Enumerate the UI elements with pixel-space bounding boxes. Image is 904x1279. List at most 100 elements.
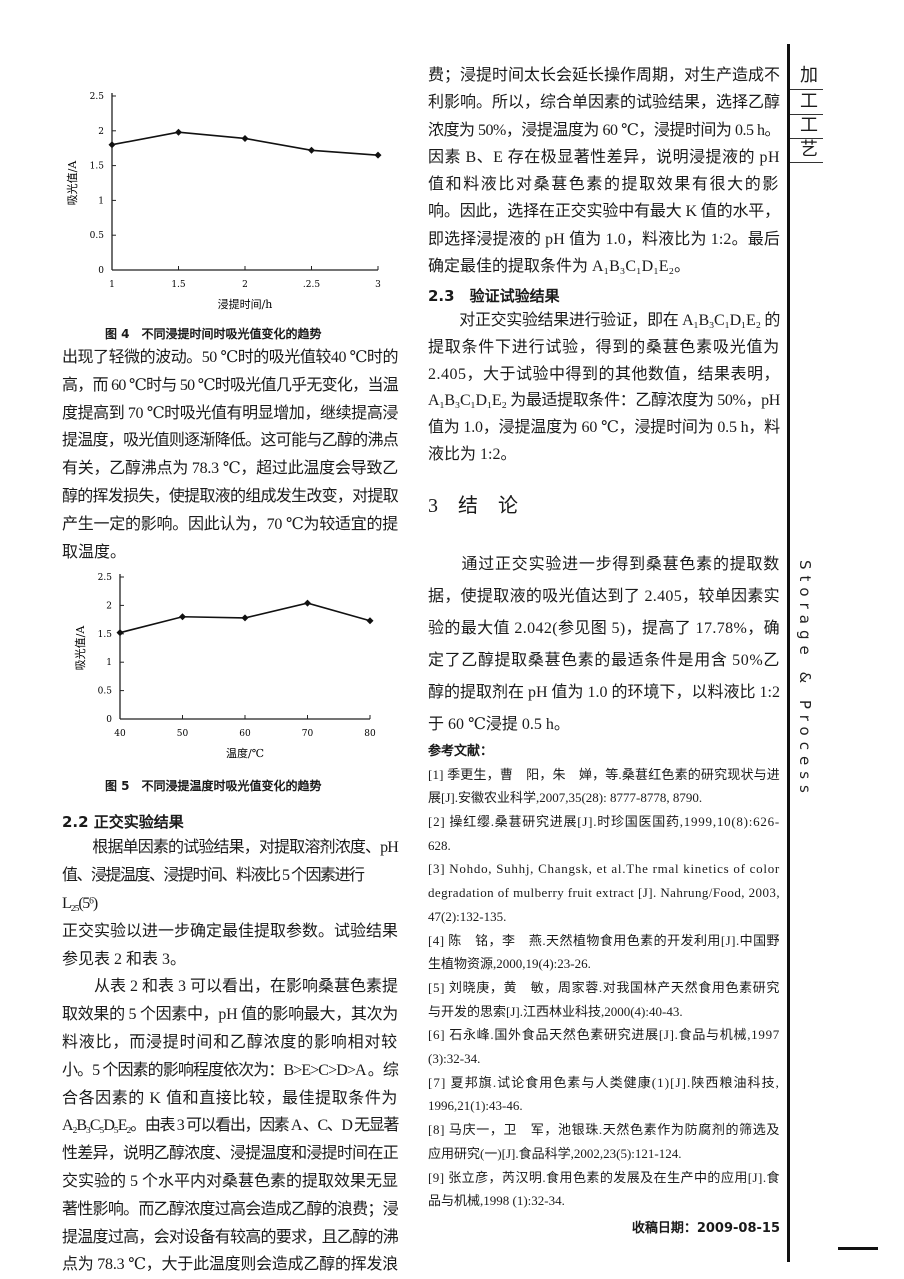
y-tick-label: 2.5 [98,573,113,583]
side-tab-char: 工 [800,91,818,112]
text-line-content: 因素 B、E 存在极显著性差异，说明浸提液的 pH [428,148,780,166]
right-paragraph-1: 费；浸提时间太长会延长操作周期，对生产造成不利影响。所以，综合单因素的试验结果，… [428,62,780,280]
text-line: 正交实验以进一步确定最佳提取参数。试验结果 [62,918,398,946]
right-paragraph-3: 通过正交实验进一步得到桑葚色素的提取数 据，使提取液的吸光值达到了 2.405，较… [428,549,780,741]
text-line-content: 于 60 ℃浸提 0.5 h。 [428,715,570,733]
text-line-content: 料液比，而浸提时间和乙醇浓度的影响相对较 [62,1033,398,1051]
data-point [308,146,315,154]
data-point [241,614,249,622]
data-point [175,128,182,136]
text-line-content: 取温度。 [62,543,127,561]
text-line: 因素 B、E 存在极显著性差异，说明浸提液的 pH [428,144,780,171]
text-line: 提温度，吸光值则逐渐降低。这可能与乙醇的沸点 [62,427,399,455]
y-tick-label: 2 [106,602,112,612]
text-line: 取温度。 [62,539,398,567]
text-line-content: 著性影响。而乙醇浓度过高会造成乙醇的浪费；浸 [62,1200,399,1218]
text-line: 提取条件下进行试验，得到的桑葚色素吸光值为 [428,335,780,362]
text-line-content: 即选择浸提液的 pH 值为 1.0，料液比为 1:2。最后 [428,230,780,248]
reference-item: [9] 张立彦，芮汉明.食用色素的发展及在生产中的应用[J].食 品与机械,199… [428,1166,780,1213]
reference-line: 与开发的思索[J].江西林业科技,2000(4):40-43. [428,1000,780,1024]
text-line-content: 度提高到 70 ℃时吸光值有明显增加，继续提高浸 [62,404,398,422]
text-line: 响。因此，选择在正交实验中有最大 K 值的水平， [428,198,780,225]
reference-item: [4] 陈 铭，李 燕.天然植物食用色素的开发利用[J].中国野 生植物资源,20… [428,929,780,976]
text-line-content: 小。5 个因素的影响程度依次为：B>E>C>D>A 。综 [62,1061,399,1079]
text-line-content: 应用研究(一)[J].食品科学,2002,23(5):121-124. [428,1145,682,1161]
text-line: 浓度为 50%，浸提温度为 60 ℃，浸提时间为 0.5 h。 [428,117,780,144]
text-line-content: 2.405，大于试验中得到的其他数值，结果表明， [428,365,780,383]
x-tick-label: 1.5 [171,280,186,290]
text-line-content: degradation of mulberry fruit extract [J… [428,885,780,901]
text-line: 点为 78.3 ℃，大于此温度则会造成乙醇的挥发浪 [62,1251,398,1279]
reference-line: 628. [428,834,780,858]
text-line: A₁B₃C₁D₁E₂ 为最适提取条件：乙醇浓度为 50%，pH [428,388,780,415]
data-point [304,600,311,608]
divider [790,114,823,115]
divider [790,138,823,139]
reference-item: [3] Nohdo, Suhhj, Changsk, et al.The rma… [428,857,780,928]
text-line-content: 生植物资源,2000,19(4):23-26. [428,956,591,972]
data-point [241,134,249,142]
section-2-3-heading: 2.3 验证试验结果 [428,287,560,306]
side-rule [787,44,790,1262]
x-tick-label: 60 [239,729,251,739]
text-line: 液比为 1:2。 [428,442,780,469]
text-line-content: 提取条件下进行试验，得到的桑葚色素吸光值为 [428,339,780,357]
text-line-content: [7] 夏邦旗.试论食用色素与人类健康(1)[J].陕西粮油科技, [428,1074,780,1090]
text-line: 高，而 60 ℃时与 50 ℃时吸光值几乎无变化，当温 [62,372,399,400]
x-tick-label: 70 [302,729,314,739]
text-line-content: 响。因此，选择在正交实验中有最大 K 值的水平， [428,203,780,221]
text-line: 确定最佳的提取条件为 A₁B₃C₁D₁E₂。 [428,253,780,280]
reference-line: [2] 操红缨.桑葚研究进展[J].时珍国医国药,1999,10(8):626- [428,810,780,834]
figure-4-chart: 0 0.5 1 1.5 2 2.5 1 1.5 2 .2.5 3 浸提时间/h 吸光值/A [65,92,382,311]
reference-line: [6] 石永峰.国外食品天然色素研究进展[J].食品与机械,1997 [428,1023,780,1047]
text-line-content: 点为 78.3 ℃，大于此温度则会造成乙醇的挥发浪 [62,1256,398,1274]
y-tick-label: 1.5 [90,162,105,172]
text-line-content: 定了乙醇提取桑葚色素的最适条件是用含 50%乙 [428,651,780,669]
text-line-content: 醇的提取剂在 pH 值为 1.0 的环境下，以料液比 1:2 [428,683,780,701]
text-line: 提温度过高，会对设备有较高的要求，且乙醇的沸 [62,1224,399,1252]
x-tick-label: .2.5 [303,280,320,290]
text-line: 值、浸提温度、浸提时间、料液比 5 个因素进行 L₂₅(5⁶) [62,862,398,918]
text-line-content: (3):32-34. [428,1051,481,1067]
text-line-content: 据，使提取液的吸光值达到了 2.405，较单因素实 [428,587,780,605]
reference-item: [1] 季更生，曹 阳，朱 婵，等.桑葚红色素的研究现状与进 展[J].安徽农业科… [428,763,780,810]
text-line-content: 性差异，说明乙醇浓度、浸提温度和浸提时间在正 [62,1145,399,1163]
text-line-content: 参见表 2 和表 3。 [62,950,187,968]
text-line-content: 展[J].安徽农业科学,2007,35(28): 8777-8778, 8790… [428,790,703,806]
y-axis-label: 吸光值/A [73,625,87,671]
text-line: 著性影响。而乙醇浓度过高会造成乙醇的浪费；浸 [62,1196,399,1224]
text-line-content: 628. [428,837,451,853]
right-paragraph-2: 对正交实验结果进行验证，即在 A₁B₃C₁D₁E₂ 的提取条件下进行试验，得到的… [428,308,780,468]
text-line: 费；浸提时间太长会延长操作周期，对生产造成不 [428,62,780,89]
text-line-content: 合各因素的 K 值和直接比较，最佳提取条件为 [62,1089,398,1107]
text-line-content: 值为 1.0，浸提温度为 60 ℃，浸提时间为 0.5 h，料 [428,419,780,437]
x-axis-label: 浸提时间/h [218,298,273,311]
text-line-content: A₁B₃C₁D₁E₂ 为最适提取条件：乙醇浓度为 50%，pH [428,392,780,410]
section-3-heading: 3 结 论 [428,494,518,517]
x-tick-label: 1 [109,280,115,290]
text-line-content: 提温度过高，会对设备有较高的要求，且乙醇的沸 [62,1228,399,1246]
references-heading: 参考文献： [428,743,494,759]
y-axis-label: 吸光值/A [65,160,79,206]
text-line: A₂B₃C₅D₅E₂。由表 3 可以看出，因素 A 、C、D 无显著 [62,1112,399,1140]
y-tick-label: 0.5 [90,231,105,241]
text-line: 对正交实验结果进行验证，即在 A₁B₃C₁D₁E₂ 的 [428,308,780,335]
text-line: 据，使提取液的吸光值达到了 2.405，较单因素实 [428,581,780,613]
text-line-content: 正交实验以进一步确定最佳提取参数。试验结果 [62,922,398,940]
reference-line: [7] 夏邦旗.试论食用色素与人类健康(1)[J].陕西粮油科技, [428,1071,780,1095]
text-line-content: [3] Nohdo, Suhhj, Changsk, et al.The rma… [428,861,780,877]
text-line-content: 品与机械,1998 (1):32-34. [428,1193,565,1209]
text-line-content: 利影响。所以，综合单因素的试验结果，选择乙醇 [428,94,780,112]
text-line: 度提高到 70 ℃时吸光值有明显增加，继续提高浸 [62,400,398,428]
text-line-content: A₂B₃C₅D₅E₂。由表 3 可以看出，因素 A 、C、D 无显著 [62,1117,399,1135]
page-mark [838,1247,878,1250]
x-tick-label: 50 [177,729,189,739]
text-line-content: 值、浸提温度、浸提时间、料液比 5 个因素进行 L₂₅(5⁶) [62,867,365,912]
text-line-content: 根据单因素的试验结果，对提取溶剂浓度、pH [62,839,399,857]
text-line-content: 验的最大值 2.042(参见图 5)，提高了 17.78%，确 [428,619,780,637]
text-line-content: 交实验的 5 个水平内对桑葚色素的提取效果无显 [62,1172,398,1190]
y-tick-label: 2 [98,127,104,137]
reference-line: [8] 马庆一，卫 军，池银珠.天然色素作为防腐剂的筛选及 [428,1118,780,1142]
text-line-content: 高，而 60 ℃时与 50 ℃时吸光值几乎无变化，当温 [62,376,399,394]
y-tick-label: 0.5 [98,687,113,697]
